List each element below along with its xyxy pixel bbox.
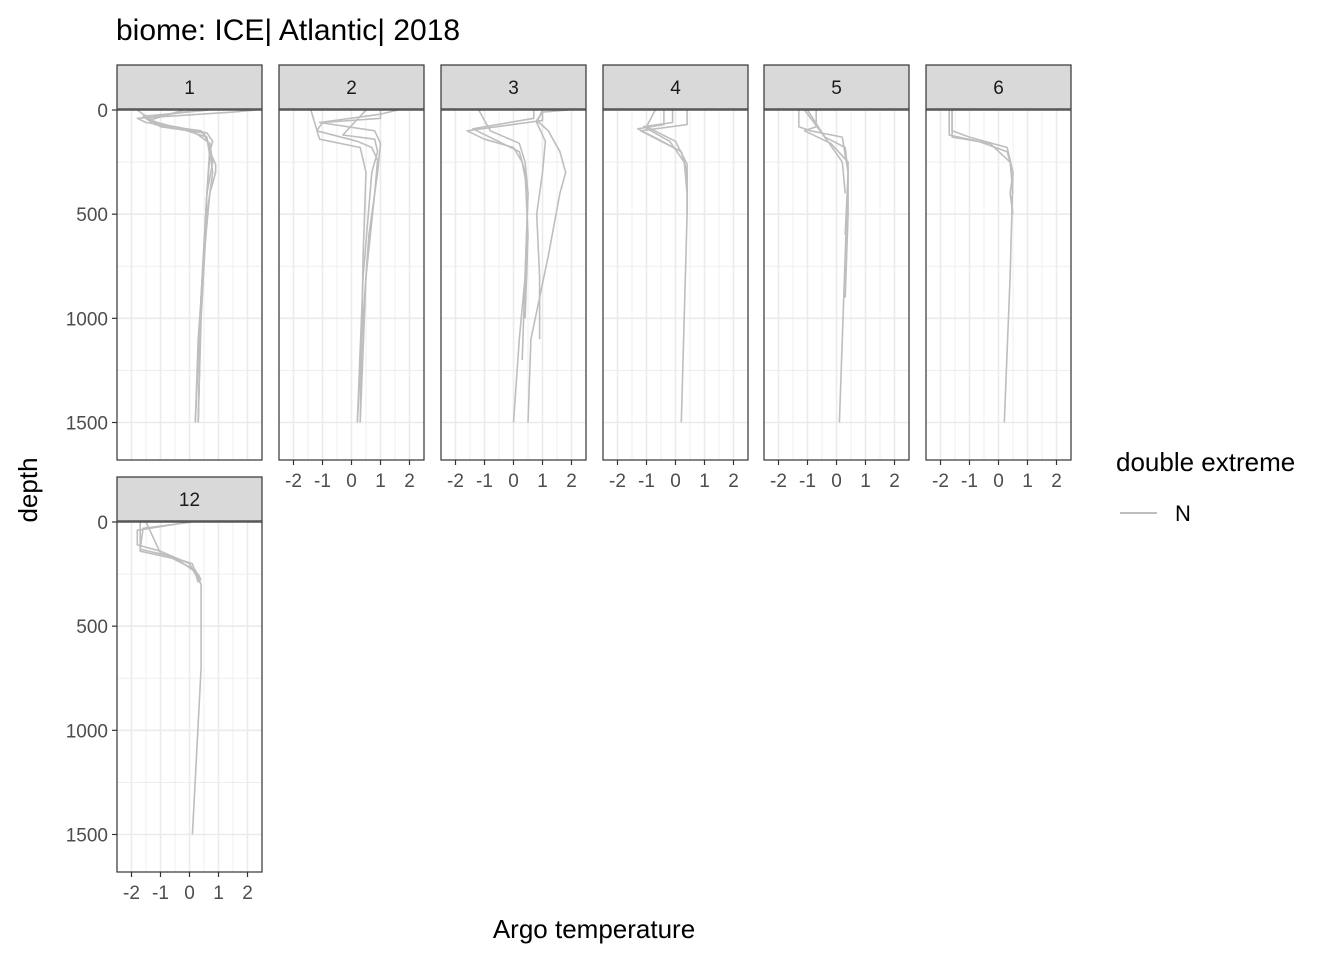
facet-strip [116, 64, 263, 110]
y-tick-label: 0 [97, 101, 108, 122]
x-tick-label: 0 [184, 883, 195, 904]
temperature-profile-line [535, 109, 547, 340]
profile-lines [948, 110, 1014, 423]
x-tick-label: 0 [831, 471, 842, 492]
temperature-profile-line [645, 109, 688, 194]
x-tick-label: 1 [699, 471, 710, 492]
legend-entry-n: N [1175, 501, 1191, 526]
profile-lines [636, 109, 688, 423]
facet-panel-2: 2-2 -1 0 1 2 [278, 64, 425, 492]
facet-panel-4: 4 -2 -1 0 1 2 [602, 64, 749, 492]
y-tick-label: 500 [76, 205, 108, 226]
facet-panel-5: 5 -2 -1 0 1 2 [763, 64, 910, 492]
x-tick-label: -1 [314, 471, 331, 492]
facet-strip-label: 1 [184, 78, 195, 99]
x-tick-label: -2 [285, 471, 302, 492]
temperature-profile-line [642, 110, 688, 194]
profile-lines [310, 109, 399, 423]
facet-strip [440, 64, 587, 110]
panel-border [116, 109, 263, 461]
y-tick-label: 1500 [66, 414, 108, 435]
x-tick-label: 1 [375, 471, 386, 492]
y-tick-label: 1000 [66, 309, 108, 330]
temperature-profile-line [806, 109, 849, 236]
temperature-profile-line [145, 109, 214, 423]
temperature-profile-line [472, 110, 535, 319]
facet-strip-label: 4 [670, 78, 681, 99]
facet-strip-label: 6 [993, 78, 1004, 99]
y-tick-label: 1500 [66, 826, 108, 847]
temperature-profile-line [797, 110, 849, 423]
x-tick-label: 0 [508, 471, 519, 492]
x-tick-label: 1 [213, 883, 224, 904]
facet-panel-1: 1 0 500 1000 1500 [66, 64, 263, 461]
x-tick-label: -2 [123, 883, 140, 904]
x-tick-label: -2 [770, 471, 787, 492]
x-axis-label: Argo temperature [493, 914, 695, 944]
temperature-profile-line [341, 109, 379, 423]
temperature-profile-line [315, 110, 382, 423]
x-tick-label: -1 [638, 471, 655, 492]
x-tick-label: -1 [152, 883, 169, 904]
x-tick-label: -2 [447, 471, 464, 492]
x-tick-label: 1 [537, 471, 548, 492]
x-tick-label: -1 [799, 471, 816, 492]
y-axis-label: depth [13, 457, 43, 522]
profile-lines [797, 109, 849, 423]
temperature-profile-line [466, 110, 544, 423]
facet-panel-6: 6 -2 -1 0 1 2 [925, 64, 1072, 492]
facet-strip-label: 2 [346, 78, 357, 99]
facet-strip-label: 3 [508, 78, 519, 99]
profile-lines [136, 109, 257, 423]
x-tick-label: 2 [404, 471, 415, 492]
facet-strip [763, 64, 910, 110]
facet-strip [278, 64, 425, 110]
x-tick-label: 2 [242, 883, 253, 904]
profile-lines [466, 109, 569, 423]
x-tick-label: 2 [566, 471, 577, 492]
temperature-profile-line [948, 110, 1014, 215]
facet-strip [116, 476, 263, 522]
x-tick-label: -1 [476, 471, 493, 492]
facet-strip [925, 64, 1072, 110]
y-tick-label: 1000 [66, 721, 108, 742]
legend-title: double extreme [1116, 447, 1295, 477]
chart-title: biome: ICE| Atlantic| 2018 [116, 14, 460, 47]
panel-grid [602, 109, 749, 460]
x-tick-label: -2 [932, 471, 949, 492]
y-tick-label: 0 [97, 513, 108, 534]
x-tick-label: 1 [860, 471, 871, 492]
temperature-profile-line [951, 110, 1014, 194]
x-tick-label: 0 [346, 471, 357, 492]
temperature-profile-line [803, 109, 846, 194]
legend: double extreme N [1116, 447, 1295, 526]
x-tick-label: 1 [1022, 471, 1033, 492]
x-tick-label: 2 [728, 471, 739, 492]
temperature-profile-line [145, 521, 199, 583]
x-tick-label: -2 [609, 471, 626, 492]
facet-strip [602, 64, 749, 110]
profile-lines [136, 521, 202, 835]
x-tick-label: -1 [961, 471, 978, 492]
temperature-profile-line [478, 109, 529, 361]
x-tick-label: 2 [1051, 471, 1062, 492]
x-tick-label: 0 [993, 471, 1004, 492]
facet-strip-label: 5 [831, 78, 842, 99]
y-tick-label: 500 [76, 617, 108, 638]
facet-panel-3: 3 -2 -1 0 1 2 [440, 64, 587, 492]
facet-strip-label: 12 [179, 490, 200, 511]
x-tick-label: 2 [889, 471, 900, 492]
x-tick-label: 0 [670, 471, 681, 492]
